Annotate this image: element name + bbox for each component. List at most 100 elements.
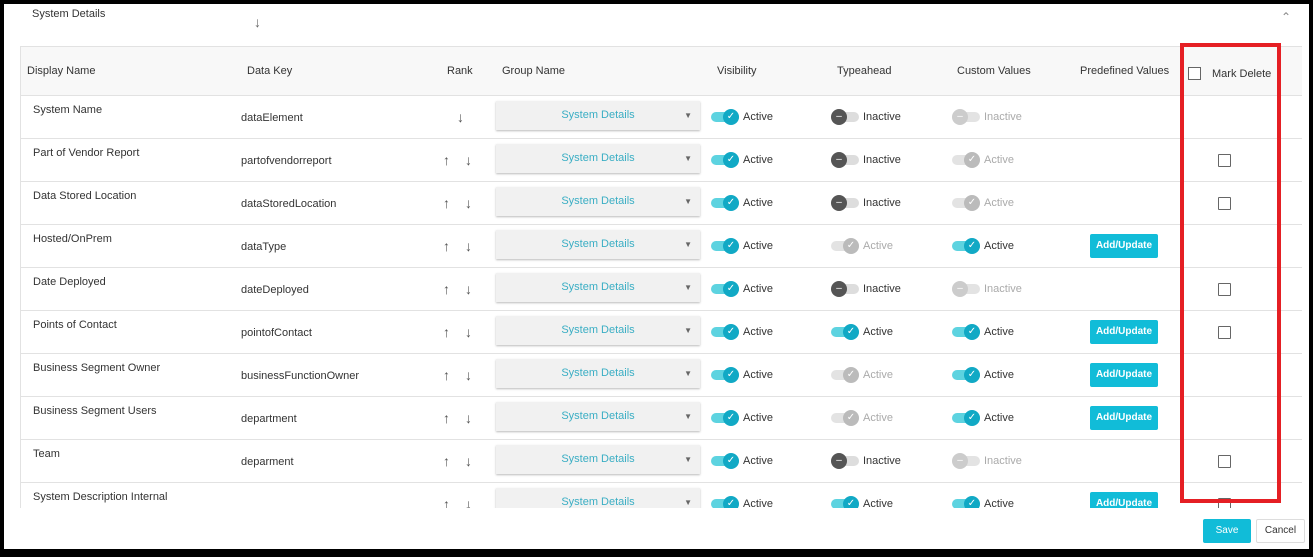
- typeahead-toggle[interactable]: – Inactive: [831, 109, 911, 125]
- save-button[interactable]: Save: [1203, 519, 1251, 543]
- visibility-toggle[interactable]: ✓ Active: [711, 410, 791, 426]
- add-update-button[interactable]: Add/Update: [1090, 320, 1158, 344]
- caret-down-icon: ▼: [684, 283, 692, 292]
- visibility-status: Active: [743, 498, 773, 508]
- header-typeahead: Typeahead: [837, 65, 892, 77]
- move-up-arrow-icon[interactable]: ↑: [443, 238, 450, 254]
- visibility-status: Active: [743, 283, 773, 295]
- typeahead-toggle[interactable]: – Inactive: [831, 152, 911, 168]
- move-up-arrow-icon[interactable]: ↑: [443, 367, 450, 383]
- custom-values-toggle[interactable]: – Inactive: [952, 281, 1032, 297]
- add-update-button[interactable]: Add/Update: [1090, 234, 1158, 258]
- typeahead-toggle[interactable]: ✓ Active: [831, 496, 911, 508]
- move-down-arrow-icon[interactable]: ↓: [465, 367, 472, 383]
- move-up-arrow-icon[interactable]: ↑: [443, 324, 450, 340]
- typeahead-toggle[interactable]: – Inactive: [831, 453, 911, 469]
- mark-delete-checkbox[interactable]: [1218, 498, 1231, 508]
- mark-delete-checkbox[interactable]: [1218, 283, 1231, 296]
- sort-down-arrow-icon[interactable]: ↓: [254, 14, 261, 30]
- add-update-button[interactable]: Add/Update: [1090, 363, 1158, 387]
- custom-values-toggle[interactable]: ✓ Active: [952, 410, 1032, 426]
- data-key: dataType: [241, 241, 287, 253]
- custom-values-toggle[interactable]: ✓ Active: [952, 496, 1032, 508]
- move-down-arrow-icon[interactable]: ↓: [465, 281, 472, 297]
- check-icon: ✓: [843, 324, 859, 340]
- move-up-arrow-icon[interactable]: ↑: [443, 496, 450, 508]
- caret-down-icon: ▼: [684, 197, 692, 206]
- custom-values-toggle[interactable]: – Inactive: [952, 109, 1032, 125]
- header-group-name: Group Name: [502, 65, 565, 77]
- group-name-select[interactable]: System Details ▼: [496, 101, 700, 130]
- mark-delete-checkbox[interactable]: [1218, 455, 1231, 468]
- mark-delete-checkbox[interactable]: [1218, 326, 1231, 339]
- cancel-button[interactable]: Cancel: [1256, 519, 1305, 543]
- minus-icon: –: [831, 152, 847, 168]
- mark-delete-checkbox[interactable]: [1218, 197, 1231, 210]
- visibility-toggle[interactable]: ✓ Active: [711, 496, 791, 508]
- group-name-select[interactable]: System Details ▼: [496, 359, 700, 388]
- select-all-delete-checkbox[interactable]: [1188, 67, 1201, 80]
- visibility-toggle[interactable]: ✓ Active: [711, 367, 791, 383]
- typeahead-toggle[interactable]: ✓ Active: [831, 324, 911, 340]
- visibility-toggle[interactable]: ✓ Active: [711, 281, 791, 297]
- group-name-value: System Details: [561, 496, 635, 508]
- visibility-toggle[interactable]: ✓ Active: [711, 238, 791, 254]
- move-up-arrow-icon[interactable]: ↑: [443, 453, 450, 469]
- header-data-key: Data Key: [247, 65, 293, 77]
- group-name-select[interactable]: System Details ▼: [496, 273, 700, 302]
- visibility-toggle[interactable]: ✓ Active: [711, 152, 791, 168]
- caret-down-icon: ▼: [684, 154, 692, 163]
- visibility-toggle[interactable]: ✓ Active: [711, 109, 791, 125]
- move-up-arrow-icon[interactable]: ↑: [443, 410, 450, 426]
- custom-values-toggle[interactable]: ✓ Active: [952, 195, 1032, 211]
- custom-values-toggle[interactable]: ✓ Active: [952, 152, 1032, 168]
- minus-icon: –: [952, 281, 968, 297]
- visibility-status: Active: [743, 240, 773, 252]
- display-name: Data Stored Location: [33, 190, 137, 202]
- group-name-select[interactable]: System Details ▼: [496, 402, 700, 431]
- typeahead-toggle[interactable]: ✓ Active: [831, 238, 911, 254]
- typeahead-toggle[interactable]: – Inactive: [831, 195, 911, 211]
- data-key: businessFunctionOwner: [241, 370, 360, 382]
- visibility-status: Active: [743, 369, 773, 381]
- chevron-up-icon[interactable]: ⌃: [1280, 10, 1291, 24]
- move-down-arrow-icon[interactable]: ↓: [465, 410, 472, 426]
- move-down-arrow-icon[interactable]: ↓: [465, 496, 472, 508]
- typeahead-toggle[interactable]: ✓ Active: [831, 367, 911, 383]
- move-down-arrow-icon[interactable]: ↓: [465, 453, 472, 469]
- group-name-value: System Details: [561, 410, 635, 422]
- custom-values-toggle[interactable]: ✓ Active: [952, 238, 1032, 254]
- custom-values-toggle[interactable]: ✓ Active: [952, 324, 1032, 340]
- visibility-toggle[interactable]: ✓ Active: [711, 324, 791, 340]
- mark-delete-checkbox[interactable]: [1218, 154, 1231, 167]
- header-visibility: Visibility: [717, 65, 757, 77]
- typeahead-toggle[interactable]: – Inactive: [831, 281, 911, 297]
- move-up-arrow-icon[interactable]: ↑: [443, 152, 450, 168]
- custom-values-toggle[interactable]: ✓ Active: [952, 367, 1032, 383]
- move-down-arrow-icon[interactable]: ↓: [457, 109, 464, 125]
- typeahead-toggle[interactable]: ✓ Active: [831, 410, 911, 426]
- group-name-select[interactable]: System Details ▼: [496, 316, 700, 345]
- add-update-button[interactable]: Add/Update: [1090, 406, 1158, 430]
- table-row: System Name dataElement ↓ System Details…: [21, 96, 1302, 139]
- group-name-select[interactable]: System Details ▼: [496, 187, 700, 216]
- group-name-select[interactable]: System Details ▼: [496, 144, 700, 173]
- group-name-select[interactable]: System Details ▼: [496, 230, 700, 259]
- move-down-arrow-icon[interactable]: ↓: [465, 152, 472, 168]
- typeahead-status: Active: [863, 369, 893, 381]
- check-icon: ✓: [723, 367, 739, 383]
- visibility-toggle[interactable]: ✓ Active: [711, 195, 791, 211]
- data-key: pointofContact: [241, 327, 312, 339]
- group-name-select[interactable]: System Details ▼: [496, 445, 700, 474]
- move-down-arrow-icon[interactable]: ↓: [465, 324, 472, 340]
- custom-values-toggle[interactable]: – Inactive: [952, 453, 1032, 469]
- add-update-button[interactable]: Add/Update: [1090, 492, 1158, 508]
- custom-values-status: Active: [984, 498, 1014, 508]
- typeahead-status: Inactive: [863, 197, 901, 209]
- move-down-arrow-icon[interactable]: ↓: [465, 195, 472, 211]
- move-down-arrow-icon[interactable]: ↓: [465, 238, 472, 254]
- group-name-select[interactable]: System Details ▼: [496, 488, 700, 508]
- visibility-toggle[interactable]: ✓ Active: [711, 453, 791, 469]
- move-up-arrow-icon[interactable]: ↑: [443, 281, 450, 297]
- move-up-arrow-icon[interactable]: ↑: [443, 195, 450, 211]
